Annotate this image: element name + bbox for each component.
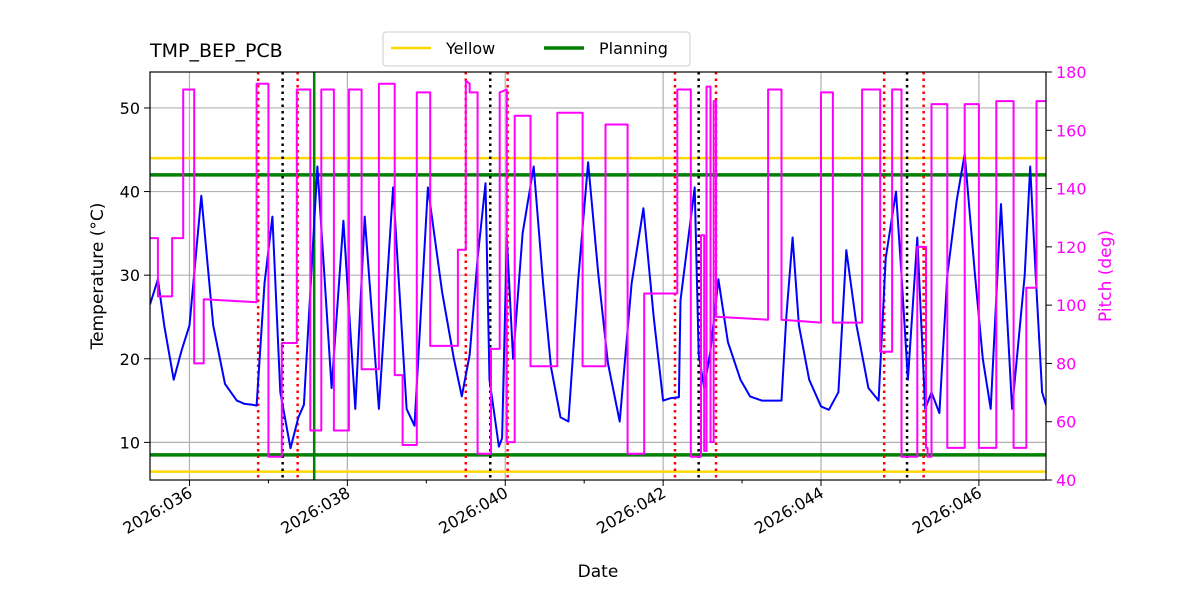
series-pitch [150, 79, 1046, 458]
y-tick-label-left: 10 [120, 433, 140, 452]
y-tick-label-right: 100 [1056, 296, 1087, 315]
y-axis-label-left: Temperature (°C) [88, 203, 108, 351]
plot-frame [149, 71, 1047, 481]
chart-title: TMP_BEP_PCB [149, 40, 283, 62]
y-tick-label-right: 180 [1056, 63, 1087, 82]
legend-label-planning: Planning [599, 39, 668, 58]
series-temperature [150, 152, 1046, 450]
y-tick-label-right: 40 [1056, 471, 1076, 490]
legend: Yellow Planning [382, 31, 691, 67]
y-axis-label-right: Pitch (deg) [1096, 230, 1116, 322]
y-tick-label-right: 80 [1056, 354, 1076, 373]
y-tick-label-right: 120 [1056, 238, 1087, 257]
x-axis-label: Date [578, 562, 619, 582]
y-tick-label-left: 20 [120, 350, 140, 369]
y-tick-label-left: 30 [120, 266, 140, 285]
y-tick-label-right: 140 [1056, 180, 1087, 199]
legend-label-yellow: Yellow [445, 39, 495, 58]
y-tick-label-right: 160 [1056, 121, 1087, 140]
y-tick-label-left: 50 [120, 99, 140, 118]
y-tick-label-left: 40 [120, 183, 140, 202]
plot-area [150, 72, 1046, 480]
legend-box [382, 31, 691, 67]
y-tick-label-right: 60 [1056, 413, 1076, 432]
